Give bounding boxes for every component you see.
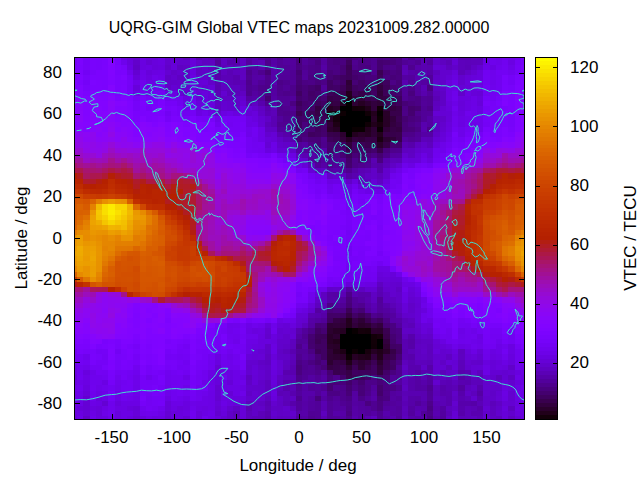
svg-text:-40: -40 bbox=[37, 311, 62, 330]
svg-text:50: 50 bbox=[352, 428, 371, 447]
svg-text:0: 0 bbox=[53, 229, 62, 248]
svg-text:40: 40 bbox=[43, 146, 62, 165]
svg-text:80: 80 bbox=[570, 176, 589, 195]
svg-text:60: 60 bbox=[570, 235, 589, 254]
svg-text:-60: -60 bbox=[37, 353, 62, 372]
svg-text:-150: -150 bbox=[94, 428, 128, 447]
svg-text:Longitude / deg: Longitude / deg bbox=[239, 456, 356, 475]
svg-text:150: 150 bbox=[472, 428, 500, 447]
svg-text:-20: -20 bbox=[37, 270, 62, 289]
svg-text:0: 0 bbox=[294, 428, 303, 447]
svg-text:VTEC / TECU: VTEC / TECU bbox=[621, 185, 640, 290]
svg-text:-50: -50 bbox=[224, 428, 249, 447]
svg-text:-80: -80 bbox=[37, 394, 62, 413]
svg-text:60: 60 bbox=[43, 104, 62, 123]
svg-text:80: 80 bbox=[43, 63, 62, 82]
svg-text:-100: -100 bbox=[157, 428, 191, 447]
svg-text:UQRG-GIM Global VTEC maps 2023: UQRG-GIM Global VTEC maps 20231009.282.0… bbox=[109, 19, 490, 36]
svg-text:100: 100 bbox=[410, 428, 438, 447]
svg-text:40: 40 bbox=[570, 294, 589, 313]
svg-text:20: 20 bbox=[570, 353, 589, 372]
svg-text:120: 120 bbox=[570, 58, 598, 77]
svg-text:100: 100 bbox=[570, 117, 598, 136]
svg-text:20: 20 bbox=[43, 187, 62, 206]
svg-text:Latitude / deg: Latitude / deg bbox=[12, 186, 31, 289]
